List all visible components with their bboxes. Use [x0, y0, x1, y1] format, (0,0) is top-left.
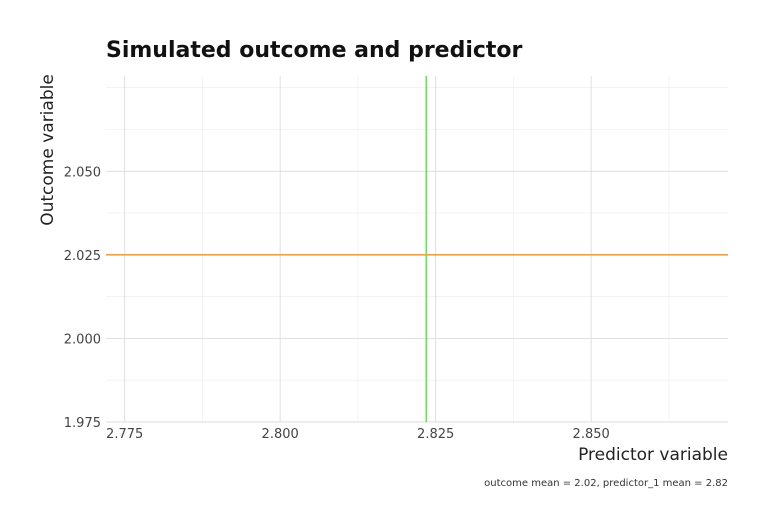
y-axis-title: Outcome variable	[38, 74, 58, 226]
y-tick-label: 2.050	[64, 165, 101, 180]
chart-caption: outcome mean = 2.02, predictor_1 mean = …	[484, 478, 728, 489]
y-tick-label: 2.025	[64, 249, 101, 264]
y-axis-ticks: 1.975 2.000 2.025 2.050	[64, 165, 101, 431]
chart-title: Simulated outcome and predictor	[106, 38, 523, 63]
x-tick-label: 2.800	[262, 427, 299, 442]
major-gridlines	[106, 76, 728, 423]
y-tick-label: 2.000	[64, 332, 101, 347]
reference-lines	[106, 76, 728, 422]
x-axis-ticks: 2.775 2.800 2.825 2.850	[106, 427, 610, 442]
x-tick-label: 2.775	[106, 427, 143, 442]
x-tick-label: 2.850	[573, 427, 610, 442]
x-axis-title: Predictor variable	[578, 445, 728, 465]
minor-gridlines	[106, 76, 728, 422]
y-tick-label: 1.975	[64, 416, 101, 431]
x-tick-label: 2.825	[417, 427, 454, 442]
